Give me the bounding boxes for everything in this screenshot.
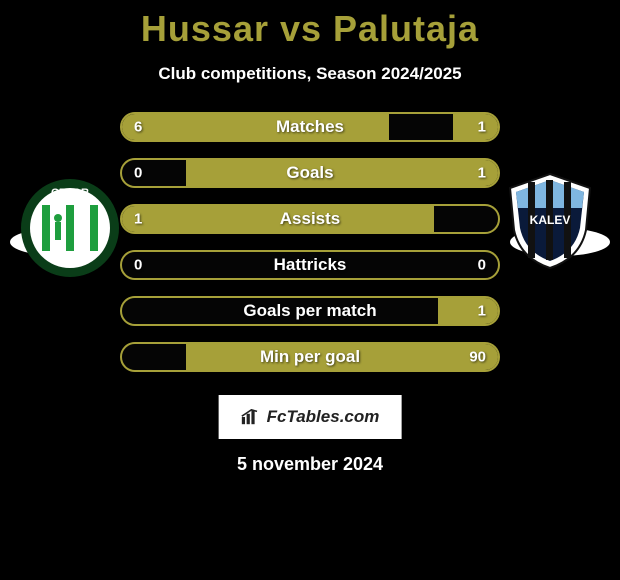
stat-label: Goals per match <box>243 301 376 321</box>
stat-value-left: 0 <box>134 165 142 182</box>
stat-fill-left <box>122 206 434 232</box>
right-club-crest: KALEV <box>500 170 600 270</box>
stat-fill-right <box>438 298 498 324</box>
stat-bar: 90 Min per goal <box>120 342 500 372</box>
stat-label: Hattricks <box>274 255 347 275</box>
stats-icon <box>241 409 261 425</box>
stat-bar: 1 Assists <box>120 204 500 234</box>
stat-label: Goals <box>286 163 333 183</box>
stat-fill-right <box>453 114 498 140</box>
stat-label: Min per goal <box>260 347 360 367</box>
stat-bar: 0 0 Hattricks <box>120 250 500 280</box>
left-crest-text: CFLOR <box>51 187 89 199</box>
page-title: Hussar vs Palutaja <box>0 0 620 50</box>
stat-fill-right <box>186 160 498 186</box>
stat-value-left: 1 <box>134 211 142 228</box>
stat-bar: 6 1 Matches <box>120 112 500 142</box>
stat-value-right: 1 <box>478 303 486 320</box>
stat-value-left: 0 <box>134 257 142 274</box>
stat-value-right: 0 <box>478 257 486 274</box>
stat-label: Matches <box>276 117 344 137</box>
left-club-crest: CFLOR <box>20 178 120 278</box>
right-crest-text: KALEV <box>530 213 571 227</box>
stat-bars: 6 1 Matches 0 1 Goals 1 Assists 0 0 Hattricks 1 Goal… <box>120 112 500 372</box>
stat-fill-left <box>122 114 389 140</box>
brand-badge[interactable]: FcTables.com <box>219 395 402 439</box>
stat-label: Assists <box>280 209 340 229</box>
stat-value-right: 90 <box>469 349 486 366</box>
stat-bar: 1 Goals per match <box>120 296 500 326</box>
subtitle: Club competitions, Season 2024/2025 <box>0 64 620 84</box>
stat-value-right: 1 <box>478 119 486 136</box>
stat-value-right: 1 <box>478 165 486 182</box>
stat-value-left: 6 <box>134 119 142 136</box>
date-label: 5 november 2024 <box>237 454 383 475</box>
stat-bar: 0 1 Goals <box>120 158 500 188</box>
brand-text: FcTables.com <box>267 407 380 427</box>
